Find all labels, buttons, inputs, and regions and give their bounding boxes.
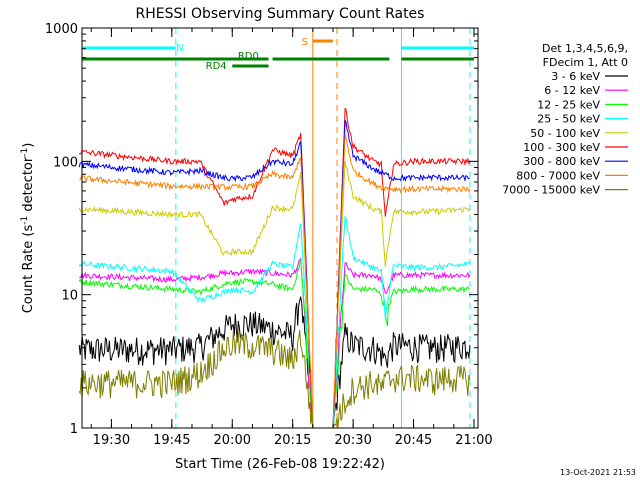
y-tick-label: 1 [70,422,78,437]
series-line-50-100-kev [78,161,471,429]
x-tick-label: 20:15 [274,433,311,448]
y-tick-label: 100 [53,155,78,170]
legend-label-300-800-kev: 300 - 800 keV [523,155,600,168]
x-tick-label: 19:45 [153,433,190,448]
y-tick-label: 10 [61,289,78,304]
series-line-300-800-kev [78,119,471,429]
legend-label-800-7000-kev: 800 - 7000 keV [516,169,600,182]
legend-label-6-12-kev: 6 - 12 keV [544,84,600,97]
series-line-7000-15000-kev [78,329,471,429]
legend-label-3-6-kev: 3 - 6 keV [551,70,600,83]
legend-header-line-1: Det 1,3,4,5,6,9, [542,42,628,55]
x-tick-label: 20:45 [395,433,432,448]
x-tick-label: 19:30 [93,433,130,448]
y-axis-label: Count Rate (s-1 detector-1) [20,143,36,314]
annotation-label-rd4: RD4 [206,61,227,72]
annotation-label-n: N [176,43,183,54]
footer-timestamp: 13-Oct-2021 21:53 [560,468,636,477]
legend-label-50-100-kev: 50 - 100 keV [530,127,600,140]
legend-label-25-50-kev: 25 - 50 keV [537,113,600,126]
legend-label-7000-15000-kev: 7000 - 15000 keV [502,184,600,197]
x-tick-label: 21:00 [455,433,492,448]
x-axis-label: Start Time (26-Feb-08 19:22:42) [175,457,385,472]
legend: Det 1,3,4,5,6,9, FDecim 1, Att 0 3 - 6 k… [502,42,628,197]
series-line-6-12-kev [78,257,471,429]
plot-frame [81,27,479,429]
annotation-label-rd0: RD0 [238,51,259,62]
legend-label-12-25-kev: 12 - 25 keV [537,98,600,111]
x-tick-label: 20:00 [214,433,251,448]
series-line-100-300-kev [78,107,471,429]
series-line-12-25-kev [78,260,471,429]
series-line-3-6-kev [78,296,471,429]
y-tick-label: 1000 [45,22,78,37]
x-tick-label: 20:30 [334,433,371,448]
legend-header-line-2: FDecim 1, Att 0 [543,56,628,69]
legend-label-100-300-kev: 100 - 300 keV [523,141,600,154]
plot-area: N S RD0 RD4 1 10 100 1000 19:30 19:45 20:00 20:15 20… [45,22,493,448]
annotation-label-s: S [302,37,308,48]
series-line-25-50-kev [78,215,471,429]
chart-title: RHESSI Observing Summary Count Rates [136,6,425,22]
series-line-800-7000-kev [79,133,471,429]
